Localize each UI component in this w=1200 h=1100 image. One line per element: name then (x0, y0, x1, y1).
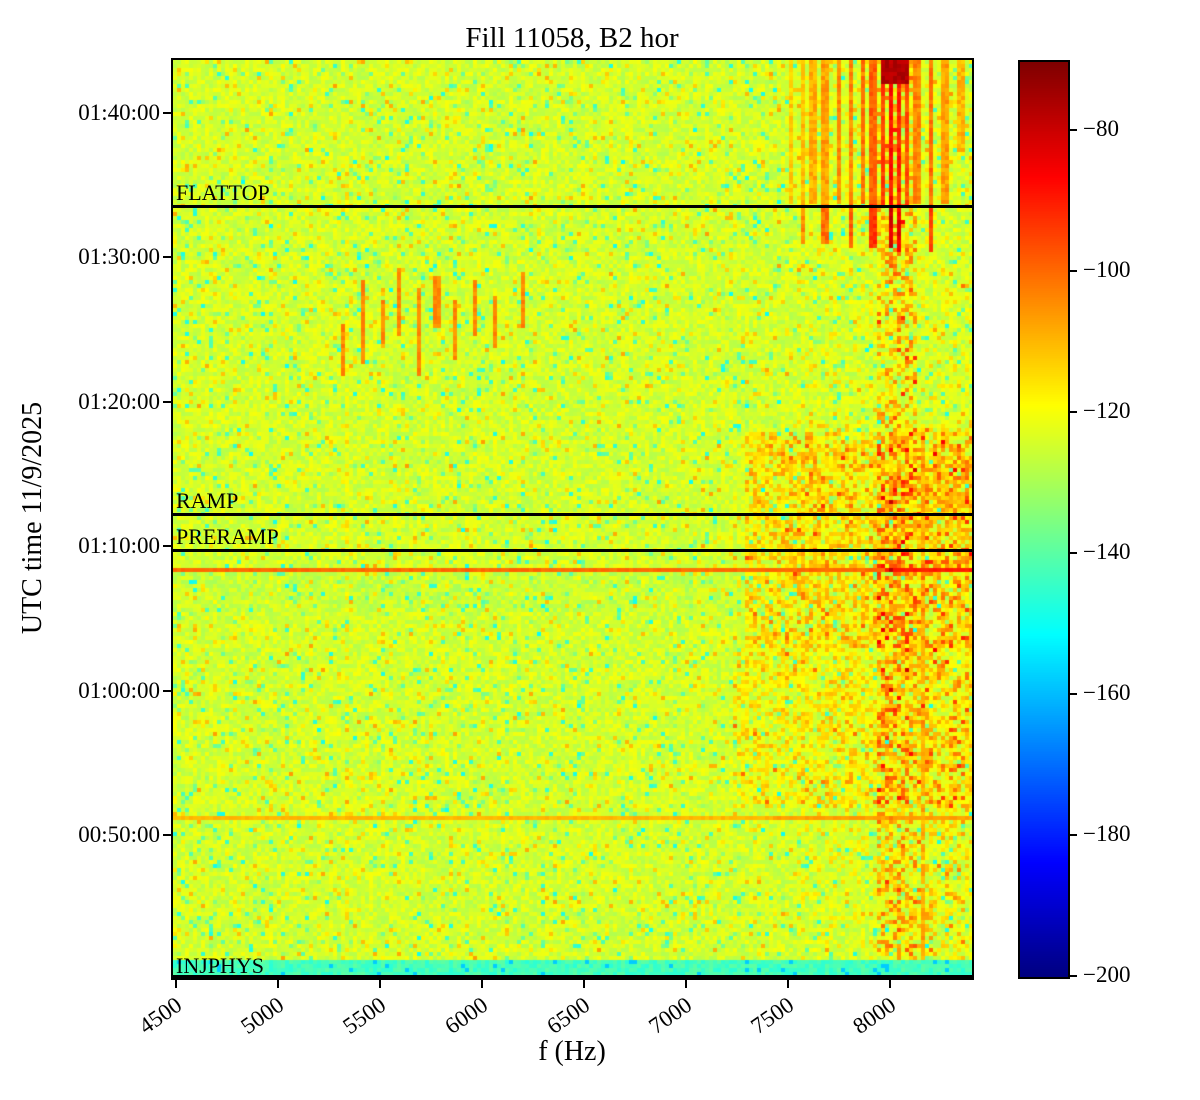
y-tick-mark (163, 256, 171, 259)
x-tick-mark (379, 980, 382, 988)
y-tick-mark (163, 111, 171, 114)
x-tick-mark (889, 980, 892, 988)
y-tick-label: 01:30:00 (78, 244, 160, 270)
x-tick-mark (787, 980, 790, 988)
y-axis-label: UTC time 11/9/2025 (17, 401, 48, 635)
chart-title: Fill 11058, B2 hor (465, 22, 679, 54)
colorbar-canvas (1020, 62, 1068, 977)
colorbar-tick-label: −200 (1083, 962, 1131, 988)
colorbar-tick-label: −160 (1083, 680, 1131, 706)
y-tick-mark (163, 689, 171, 692)
colorbar-tick-label: −180 (1083, 821, 1131, 847)
colorbar-tick-label: −100 (1083, 256, 1131, 282)
y-tick-label: 01:00:00 (78, 677, 160, 703)
y-tick-label: 00:50:00 (78, 821, 160, 847)
colorbar-tick-label: −120 (1083, 397, 1131, 423)
x-tick-mark (583, 980, 586, 988)
annotation-line-preramp (173, 549, 972, 553)
colorbar-tick-mark (1070, 693, 1077, 696)
annotation-line-injphys (173, 975, 972, 978)
colorbar-tick-mark (1070, 410, 1077, 413)
annotation-label-preramp: PRERAMP (176, 524, 279, 550)
colorbar-tick-label: −140 (1083, 539, 1131, 564)
annotation-label-ramp: RAMP (176, 488, 239, 514)
spectrogram-canvas (173, 60, 972, 978)
annotation-line-flattop (173, 205, 972, 209)
x-tick-mark (481, 980, 484, 988)
y-tick-label: 01:40:00 (78, 99, 160, 125)
x-axis-label: f (Hz) (538, 1036, 606, 1067)
y-tick-mark (163, 400, 171, 403)
colorbar-tick-mark (1070, 269, 1077, 272)
x-tick-mark (175, 980, 178, 988)
colorbar-tick-mark (1070, 128, 1077, 131)
annotation-label-flattop: FLATTOP (176, 180, 270, 206)
colorbar-tick-label: −80 (1083, 115, 1119, 141)
y-tick-mark (163, 545, 171, 548)
colorbar-tick-mark (1070, 552, 1077, 554)
colorbar-tick-mark (1070, 975, 1077, 978)
x-tick-mark (685, 980, 688, 988)
y-tick-label: 01:10:00 (78, 533, 160, 559)
annotation-label-injphys: INJPHYS (176, 952, 265, 978)
annotation-line-ramp (173, 513, 972, 517)
y-tick-label: 01:20:00 (78, 388, 160, 414)
colorbar-tick-mark (1070, 834, 1077, 837)
y-tick-mark (163, 833, 171, 836)
x-tick-mark (277, 980, 280, 988)
